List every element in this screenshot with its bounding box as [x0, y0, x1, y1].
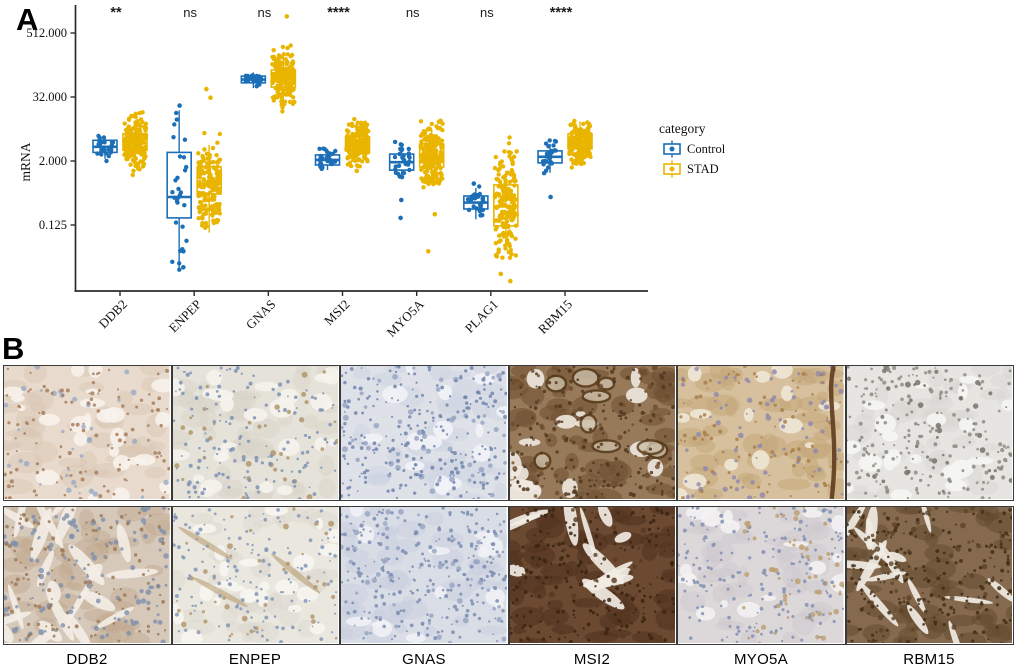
box-MYO5A-STAD	[418, 118, 445, 254]
sig-PLAG1: ns	[480, 5, 494, 20]
ihc-image-enpep-row2	[171, 506, 340, 645]
box-RBM15-STAD	[567, 118, 593, 170]
boxplot-svg: 512.00032.0002.0000.125mRNADDB2**ENPEPns…	[18, 5, 726, 340]
ihc-image-rbm15-row1	[845, 365, 1014, 501]
ihc-gene-label-myo5a: MYO5A	[733, 651, 788, 668]
box-MSI2-STAD	[344, 116, 371, 174]
box-GNAS-Control	[240, 72, 267, 89]
svg-text:0.125: 0.125	[39, 218, 67, 232]
box-ENPEP-STAD	[196, 86, 223, 233]
sig-DDB2: **	[110, 5, 122, 21]
ihc-image-rbm15-row2	[845, 506, 1014, 645]
box-DDB2-Control	[92, 133, 118, 164]
sig-RBM15: ****	[550, 5, 573, 21]
svg-text:2.000: 2.000	[39, 154, 67, 168]
y-axis: 512.000 32.000 2.000 0.125 mRNA	[18, 26, 76, 232]
y-axis-title: mRNA	[18, 142, 33, 181]
ihc-gene-label-rbm15: RBM15	[903, 651, 955, 668]
mrna-expression-boxplot-chart: 512.000 32.000 2.000 0.125 mRNA DDB2 ** ENPEP ns…	[18, 5, 726, 340]
ihc-gene-label-enpep: ENPEP	[228, 651, 282, 668]
panel-b-label: B	[2, 331, 25, 366]
box-PLAG1-STAD	[492, 135, 519, 284]
ihc-image-enpep-row1	[171, 365, 340, 501]
ihc-image-ddb2-row2	[3, 506, 172, 645]
legend: category Control STAD	[659, 121, 726, 178]
svg-text:512.000: 512.000	[26, 26, 67, 40]
sig-MSI2: ****	[327, 5, 350, 21]
sig-GNAS: ns	[257, 5, 271, 20]
box-GNAS-STAD	[270, 14, 297, 114]
ihc-image-gnas-row2	[340, 506, 509, 645]
box-ENPEP-Control	[166, 103, 192, 272]
box-DDB2-STAD	[121, 110, 149, 178]
box-MSI2-Control	[314, 146, 341, 172]
ihc-gene-label-msi2: MSI2	[573, 651, 611, 668]
ihc-image-msi2-row1	[508, 365, 677, 501]
panel-a-label: A	[16, 2, 39, 37]
svg-text:32.000: 32.000	[33, 90, 67, 104]
sig-ENPEP: ns	[183, 5, 197, 20]
ihc-image-gnas-row1	[340, 365, 509, 501]
ihc-gene-label-gnas: GNAS	[402, 651, 446, 668]
ihc-image-myo5a-row1	[677, 365, 846, 501]
ihc-image-ddb2-row1	[3, 365, 172, 501]
svg-text:STAD: STAD	[687, 162, 719, 176]
legend-item-Control: Control	[663, 140, 726, 158]
ihc-image-msi2-row2	[508, 506, 677, 645]
legend-title: category	[659, 121, 706, 136]
sig-MYO5A: ns	[406, 5, 420, 20]
ihc-image-myo5a-row2	[677, 506, 846, 645]
box-RBM15-Control	[537, 138, 563, 200]
axes	[74, 5, 648, 292]
ihc-gene-label-ddb2: DDB2	[66, 651, 108, 668]
legend-item-STAD: STAD	[663, 160, 719, 178]
box-MYO5A-Control	[388, 139, 415, 221]
box-PLAG1-Control	[463, 181, 489, 220]
svg-text:Control: Control	[687, 142, 726, 156]
